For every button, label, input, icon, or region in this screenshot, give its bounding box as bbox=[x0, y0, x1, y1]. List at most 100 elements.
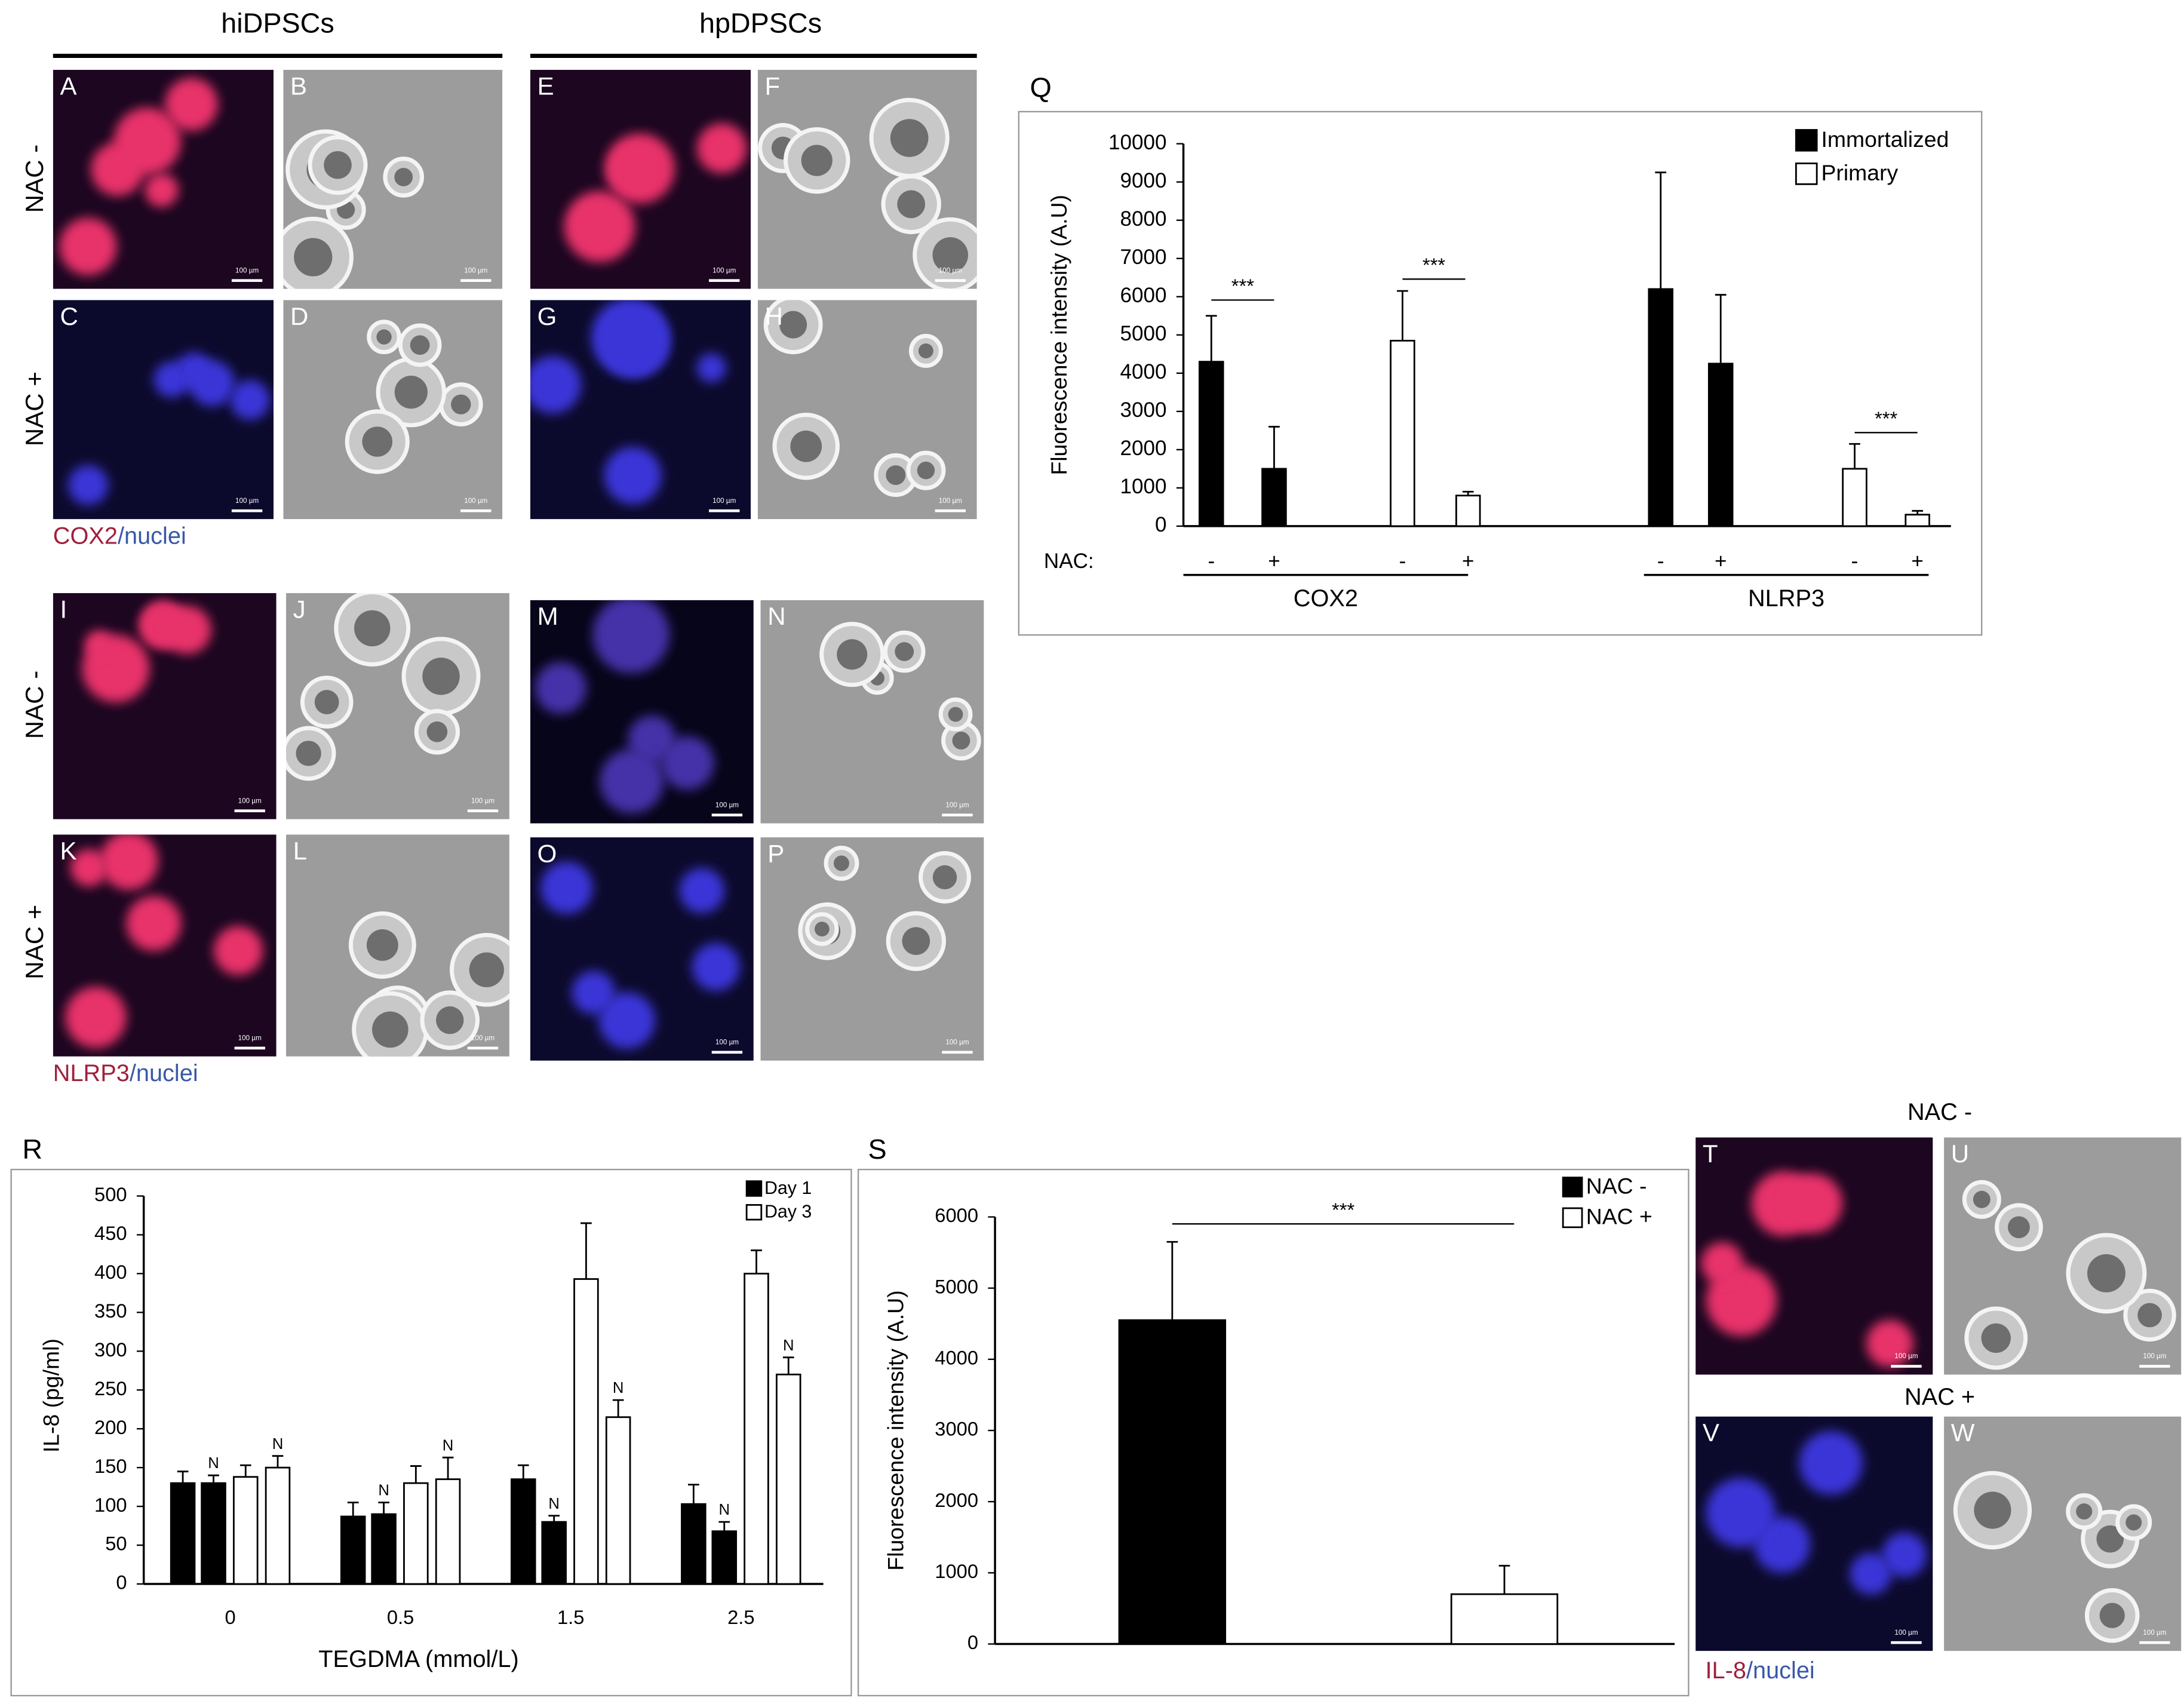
x-tick-label: - bbox=[1657, 549, 1664, 573]
cell-core bbox=[2087, 1254, 2125, 1292]
micrograph: U 100 µm bbox=[1944, 1137, 2182, 1375]
x-tick-label: + bbox=[1462, 549, 1474, 573]
cell-core bbox=[948, 707, 963, 722]
scale-bar-label: 100 µm bbox=[945, 1039, 969, 1046]
micrograph: J 100 µm bbox=[286, 593, 509, 819]
legend-label: Day 1 bbox=[764, 1178, 812, 1198]
cell bbox=[213, 926, 263, 975]
bar bbox=[233, 1476, 259, 1585]
cell bbox=[163, 606, 211, 655]
panel-letter: F bbox=[765, 72, 781, 100]
x-tick-label: - bbox=[1851, 549, 1859, 573]
y-tick-label: 400 bbox=[94, 1261, 127, 1283]
micrograph: C 100 µm bbox=[53, 300, 274, 520]
condition-label: NAC + bbox=[1905, 1384, 1975, 1410]
cell-core bbox=[2125, 1514, 2142, 1531]
bar bbox=[511, 1478, 536, 1585]
column-header: hiDPSCs bbox=[221, 7, 334, 38]
y-tick-label: 9000 bbox=[1120, 169, 1167, 192]
bar-annotation: N bbox=[783, 1337, 794, 1354]
row-label: NAC - bbox=[20, 671, 48, 739]
micrograph: K 100 µm bbox=[53, 834, 277, 1057]
column-header: hpDPSCs bbox=[699, 7, 822, 38]
scale-bar-label: 100 µm bbox=[471, 797, 494, 805]
cell bbox=[598, 992, 656, 1049]
bar bbox=[170, 1482, 196, 1585]
cell bbox=[604, 447, 662, 505]
bar bbox=[201, 1482, 226, 1585]
micrograph: P 100 µm bbox=[760, 837, 984, 1061]
scale-bar-label: 100 µm bbox=[464, 497, 487, 505]
cell bbox=[679, 868, 725, 914]
y-tick-label: 150 bbox=[94, 1455, 127, 1477]
bar bbox=[1199, 361, 1224, 527]
micrograph: A 100 µm bbox=[53, 69, 274, 289]
panel-letter: P bbox=[767, 839, 784, 867]
y-tick-label: 450 bbox=[94, 1222, 127, 1244]
cell-core bbox=[917, 461, 935, 480]
cell-core bbox=[1974, 1491, 2011, 1529]
y-tick-label: 500 bbox=[94, 1183, 127, 1205]
y-tick-label: 2000 bbox=[1120, 437, 1167, 460]
cell-core bbox=[815, 922, 830, 937]
micrograph: W 100 µm bbox=[1944, 1416, 2182, 1651]
panel-letter: B bbox=[290, 72, 307, 100]
cell-core bbox=[1973, 1190, 1991, 1208]
scale-bar-label: 100 µm bbox=[2143, 1629, 2166, 1637]
cell-core bbox=[394, 168, 413, 186]
cell-core bbox=[932, 865, 957, 890]
cell bbox=[189, 360, 235, 406]
y-tick-label: 50 bbox=[105, 1533, 127, 1555]
cell-core bbox=[897, 190, 926, 219]
bar bbox=[1905, 514, 1930, 527]
cell bbox=[1882, 1532, 1927, 1577]
cell bbox=[696, 123, 747, 174]
x-tick-label: + bbox=[1911, 549, 1923, 573]
y-tick-label: 4000 bbox=[1120, 360, 1167, 383]
cell-core bbox=[837, 639, 868, 670]
significance-label: *** bbox=[1332, 1199, 1354, 1221]
cell bbox=[600, 749, 664, 813]
scale-bar-label: 100 µm bbox=[464, 266, 487, 274]
micrograph: L 100 µm bbox=[286, 834, 509, 1057]
bar bbox=[265, 1466, 291, 1585]
stain-marker: NLRP3 bbox=[53, 1060, 130, 1086]
panel-letter: G bbox=[537, 302, 557, 330]
cell-core bbox=[2076, 1503, 2093, 1520]
bar bbox=[1455, 495, 1481, 527]
scale-bar-label: 100 µm bbox=[238, 1034, 262, 1042]
cell bbox=[692, 943, 740, 991]
y-tick-label: 3000 bbox=[935, 1418, 978, 1440]
significance-label: *** bbox=[1231, 275, 1254, 297]
x-tick-label: 0 bbox=[225, 1606, 235, 1628]
bar bbox=[1842, 468, 1867, 527]
x-tick-label: - bbox=[1208, 549, 1215, 573]
y-tick-label: 10000 bbox=[1108, 131, 1166, 154]
panel-letter: V bbox=[1703, 1419, 1719, 1447]
cell-core bbox=[422, 658, 460, 695]
cell bbox=[1783, 1173, 1842, 1233]
micrograph: E 100 µm bbox=[530, 69, 751, 289]
cell-core bbox=[932, 237, 969, 273]
scale-bar-label: 100 µm bbox=[939, 497, 962, 505]
stain-label: NLRP3/nuclei bbox=[53, 1060, 198, 1086]
cell-core bbox=[410, 335, 430, 355]
cell-core bbox=[890, 119, 929, 157]
y-tick-label: 0 bbox=[116, 1571, 127, 1594]
bar-annotation: N bbox=[443, 1437, 454, 1454]
micrograph: G 100 µm bbox=[530, 300, 751, 520]
legend-label: Immortalized bbox=[1821, 127, 1949, 152]
y-tick-label: 1000 bbox=[1120, 475, 1167, 498]
y-tick-label: 7000 bbox=[1120, 245, 1167, 269]
cell-core bbox=[886, 465, 906, 485]
panel-letter: T bbox=[1703, 1140, 1718, 1168]
y-tick-label: 2000 bbox=[935, 1489, 978, 1511]
x-tick-label: 1.5 bbox=[557, 1606, 584, 1628]
micrograph: I 100 µm bbox=[53, 593, 277, 819]
bar bbox=[435, 1478, 461, 1585]
cell-core bbox=[451, 394, 471, 415]
panel-letter: J bbox=[293, 595, 306, 624]
row-label: NAC - bbox=[20, 145, 48, 213]
scale-bar-label: 100 µm bbox=[235, 497, 259, 505]
